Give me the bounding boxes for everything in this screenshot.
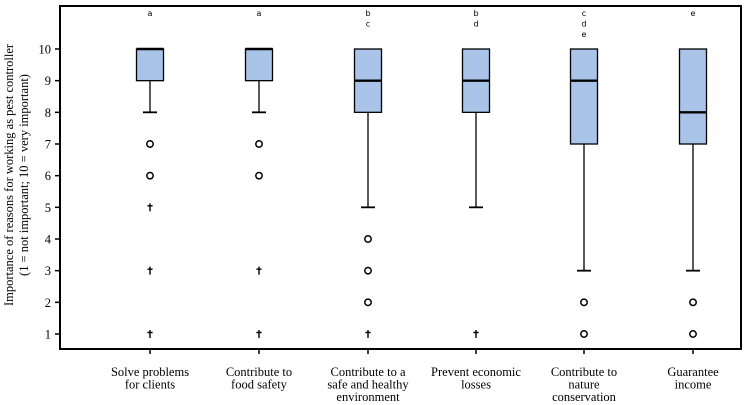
- y-axis-label-line1: Importance of reasons for working as pes…: [2, 43, 16, 306]
- x-tick-label-line: Prevent economic: [431, 365, 521, 379]
- x-tick-label: Contribute to food safety: [226, 365, 292, 392]
- outlier-point: [364, 235, 372, 243]
- box-group: e: [678, 9, 708, 338]
- outlier-point: [689, 298, 697, 307]
- outlier-point: [580, 330, 588, 338]
- significance-letter: e: [691, 9, 696, 18]
- significance-letter: d: [581, 20, 586, 29]
- significance-letter: b: [473, 9, 478, 18]
- y-tick-label: 9: [45, 74, 51, 88]
- box: [678, 48, 708, 145]
- significance-letter: d: [473, 20, 478, 29]
- box-group: a: [135, 9, 165, 338]
- x-tick-label-line: losses: [461, 378, 491, 392]
- extreme-point: [256, 266, 262, 275]
- x-tick-label-line: income: [675, 378, 712, 392]
- outlier-point: [255, 171, 263, 180]
- box: [244, 48, 274, 82]
- x-tick-label-line: Contribute to: [226, 365, 292, 379]
- y-axis: 1 2 3 4 5 6 7 8 9 10: [39, 42, 60, 342]
- significance-letter: a: [257, 9, 262, 18]
- extreme-point: [147, 203, 153, 212]
- box: [135, 48, 165, 82]
- significance-letter: c: [366, 20, 370, 29]
- y-tick-label: 4: [45, 232, 52, 246]
- extreme-point: [365, 330, 371, 338]
- x-tick-label-line: Contribute to: [551, 365, 617, 379]
- x-tick-label-line: food safety: [231, 378, 288, 392]
- y-tick-label: 8: [45, 106, 51, 120]
- y-axis-label-line2: (1 = not important; 10 = very important): [17, 74, 31, 276]
- outlier-point: [580, 298, 588, 307]
- y-tick-label: 6: [45, 169, 51, 183]
- outlier-point: [255, 140, 263, 148]
- box-group: cde: [569, 9, 599, 338]
- y-tick-label: 1: [45, 328, 51, 342]
- x-tick-label: Contribute to nature conservation: [551, 365, 617, 404]
- extreme-point: [147, 266, 153, 275]
- y-tick-label: 7: [45, 137, 51, 151]
- outlier-point: [689, 330, 697, 338]
- extreme-point: [147, 330, 153, 338]
- x-tick-label-line: Contribute to a: [331, 365, 406, 379]
- outlier-point: [146, 140, 154, 148]
- x-tick-label: Contribute to a safe and healthy environme…: [327, 365, 409, 404]
- y-tick-label: 3: [45, 264, 51, 278]
- outlier-point: [146, 171, 154, 180]
- extreme-point: [473, 330, 479, 338]
- significance-letter: b: [365, 9, 370, 18]
- x-tick-label: Prevent economic losses: [431, 365, 521, 392]
- outlier-point: [364, 298, 372, 307]
- x-tick-label: Solve problems for clients: [111, 365, 189, 392]
- significance-letter: e: [582, 30, 587, 39]
- y-tick-label: 10: [39, 42, 52, 56]
- extreme-point: [256, 330, 262, 338]
- plot-frame: [59, 5, 742, 350]
- x-tick-label-line: nature: [568, 378, 600, 392]
- x-tick-label-line: for clients: [125, 378, 175, 392]
- x-tick-label-line: Solve problems: [111, 365, 189, 379]
- box-group: bc: [353, 9, 383, 338]
- outlier-point: [364, 266, 372, 275]
- x-tick-label-line: conservation: [552, 390, 617, 404]
- y-tick-label: 2: [45, 296, 51, 310]
- x-tick-label-line: environment: [336, 390, 400, 404]
- x-tick-label-line: safe and healthy: [327, 378, 409, 392]
- box-group: a: [244, 9, 274, 338]
- y-tick-label: 5: [45, 201, 51, 215]
- significance-letter: a: [148, 9, 153, 18]
- box-group: bd: [461, 9, 491, 338]
- significance-letter: c: [582, 9, 586, 18]
- x-tick-label-line: Guarantee: [667, 365, 719, 379]
- box: [569, 48, 599, 145]
- x-tick-label: Guarantee income: [667, 365, 719, 392]
